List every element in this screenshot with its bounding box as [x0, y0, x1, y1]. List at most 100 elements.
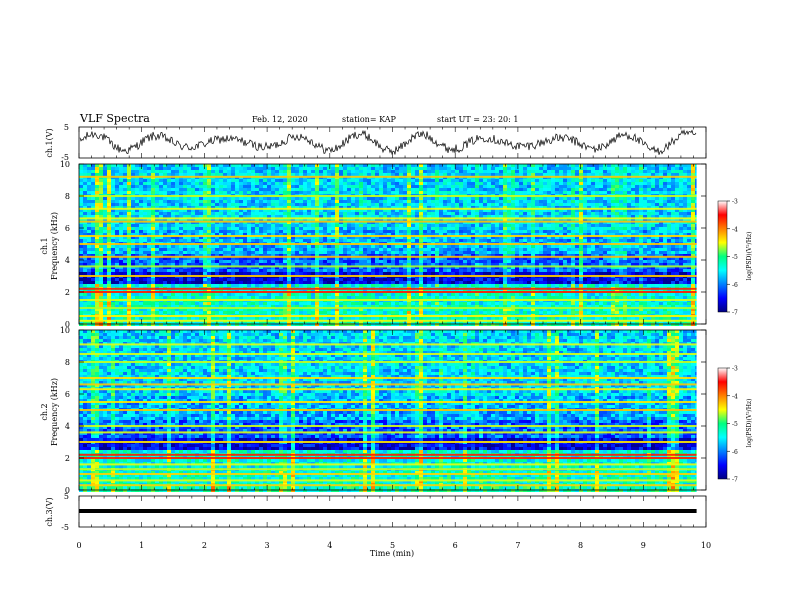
spectrogram-cell — [263, 206, 267, 209]
spectrogram-cell — [367, 197, 371, 200]
spectrogram-cell — [239, 269, 243, 272]
spectrogram-cell — [359, 227, 363, 230]
spectrogram-cell — [215, 215, 219, 218]
spectrogram-cell — [119, 188, 123, 191]
spectrogram-cell — [255, 170, 259, 173]
spectrogram-cell — [135, 239, 139, 242]
spectrogram-cell — [379, 227, 383, 230]
spectrogram-cell — [435, 293, 439, 296]
spectrogram-cell — [95, 317, 99, 320]
spectrogram-cell — [411, 305, 415, 308]
spectrogram-cell — [291, 212, 295, 215]
spectrogram-cell — [115, 188, 119, 191]
spectrogram-cell — [267, 170, 271, 173]
spectrogram-cell — [139, 293, 143, 296]
spectrogram-cell — [143, 191, 147, 194]
spectrogram-cell — [367, 260, 371, 263]
spectrogram-cell — [355, 203, 359, 206]
spectrogram-cell — [275, 245, 279, 248]
spectrogram-cell — [319, 317, 323, 320]
spectrogram-cell — [283, 200, 287, 203]
spectrogram-cell — [359, 281, 363, 284]
spectrogram-cell — [255, 197, 259, 200]
spectrogram-cell — [335, 185, 339, 188]
spectrogram-cell — [191, 197, 195, 200]
spectrogram-cell — [211, 203, 215, 206]
spectrogram-cell — [319, 311, 323, 314]
spectrogram-cell — [219, 260, 223, 263]
spectrogram-cell — [359, 305, 363, 308]
spectrogram-cell — [407, 302, 411, 305]
spectrogram-cell — [331, 173, 335, 176]
spectrogram-cell — [243, 188, 247, 191]
spectrogram-cell — [247, 257, 251, 260]
spectrogram-cell — [251, 278, 255, 281]
spectrogram-cell — [387, 206, 391, 209]
spectrogram-cell — [331, 212, 335, 215]
spectrogram-cell — [391, 197, 395, 200]
spectrogram-cell — [159, 173, 163, 176]
spectrogram-cell — [299, 191, 303, 194]
spectrogram-cell — [227, 227, 231, 230]
spectrogram-cell — [91, 254, 95, 257]
spectrogram-cell — [163, 179, 167, 182]
spectrogram-cell — [439, 272, 443, 275]
spectrogram-cell — [287, 263, 291, 266]
spectrogram-cell — [335, 284, 339, 287]
spectrogram-cell — [123, 200, 127, 203]
spectrogram-cell — [139, 302, 143, 305]
spectrogram-cell — [287, 203, 291, 206]
spectrogram-cell — [91, 272, 95, 275]
spectrogram-cell — [111, 323, 115, 326]
spectrogram-cell — [407, 209, 411, 212]
spectrogram-cell — [99, 266, 103, 269]
spectrogram-cell — [391, 296, 395, 299]
spectrogram-cell — [191, 266, 195, 269]
spectrogram-cell — [91, 317, 95, 320]
spectrogram-cell — [163, 236, 167, 239]
spectrogram-cell — [79, 248, 83, 251]
spectrogram-cell — [111, 317, 115, 320]
spectrogram-cell — [343, 293, 347, 296]
spectrogram-cell — [263, 278, 267, 281]
spectrogram-cell — [355, 281, 359, 284]
spectrogram-cell — [215, 269, 219, 272]
spectrogram-cell — [435, 197, 439, 200]
spectrogram-cell — [287, 251, 291, 254]
spectrogram-cell — [339, 284, 343, 287]
spectrogram-cell — [319, 230, 323, 233]
spectrogram-cell — [263, 173, 267, 176]
spectrogram-cell — [411, 185, 415, 188]
spectrogram-cell — [375, 167, 379, 170]
spectrogram-cell — [163, 224, 167, 227]
spectrogram-cell — [275, 293, 279, 296]
spectrogram-cell — [371, 215, 375, 218]
spectrogram-cell — [439, 248, 443, 251]
spectrogram-cell — [271, 245, 275, 248]
spectrogram-cell — [251, 257, 255, 260]
spectrogram-cell — [271, 248, 275, 251]
spectrogram-cell — [371, 203, 375, 206]
spectrogram-cell — [155, 215, 159, 218]
spectrogram-cell — [147, 230, 151, 233]
spectrogram-cell — [295, 311, 299, 314]
spectrogram-cell — [279, 323, 283, 326]
spectrogram-cell — [79, 317, 83, 320]
spectrogram-cell — [83, 164, 87, 167]
spectrogram-cell — [227, 167, 231, 170]
spectrogram-cell — [435, 173, 439, 176]
spectrogram-cell — [343, 188, 347, 191]
spectrogram-cell — [343, 200, 347, 203]
spectrogram-cell — [139, 239, 143, 242]
spectrogram-cell — [327, 317, 331, 320]
spectrogram-cell — [423, 164, 427, 167]
spectrogram-cell — [135, 200, 139, 203]
spectrogram-cell — [271, 185, 275, 188]
spectrogram-cell — [403, 323, 407, 326]
spectrogram-cell — [279, 245, 283, 248]
spectrogram-cell — [375, 266, 379, 269]
spectrogram-cell — [191, 182, 195, 185]
spectrogram-cell — [323, 227, 327, 230]
spectrogram-cell — [215, 233, 219, 236]
spectrogram-cell — [335, 236, 339, 239]
